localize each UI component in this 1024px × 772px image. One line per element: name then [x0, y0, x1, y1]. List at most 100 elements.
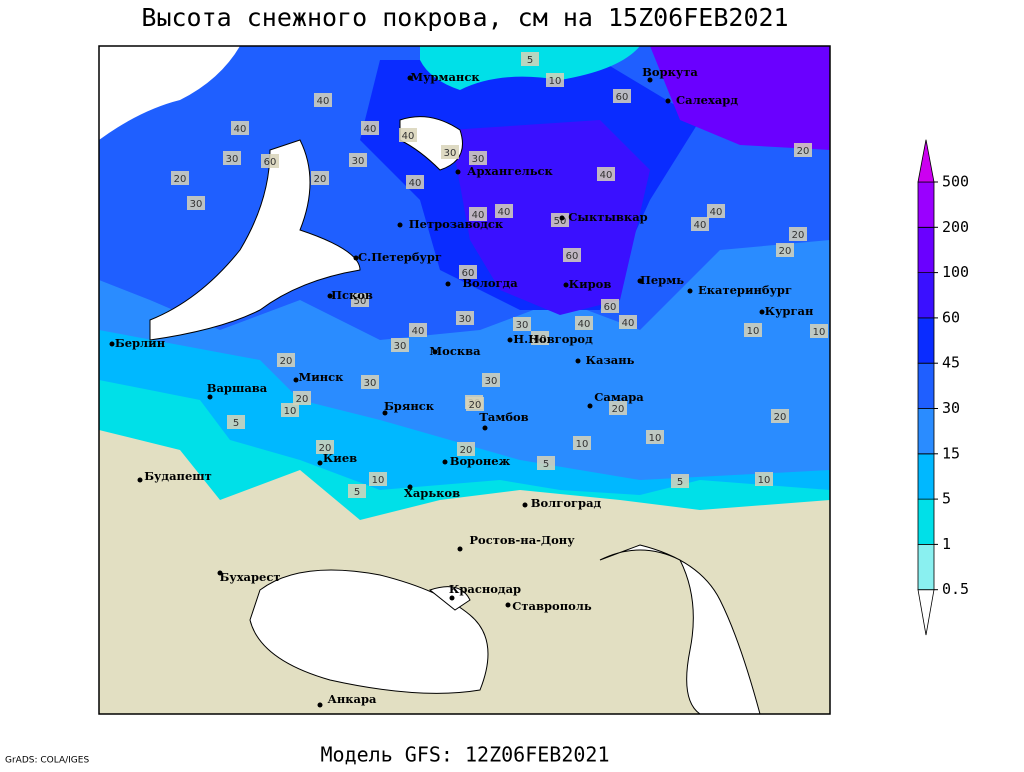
- city-label: Будапешт: [144, 469, 212, 483]
- contour-label: 5: [233, 418, 239, 429]
- city-dot: [559, 215, 565, 221]
- contour-label-box: [810, 324, 828, 338]
- city-dot: [407, 484, 413, 490]
- city-dot: [637, 278, 643, 284]
- contour-label: 50: [554, 216, 567, 227]
- city-dot: [317, 460, 323, 466]
- contour-label-box: [456, 311, 474, 325]
- contour-label-box: [361, 121, 379, 135]
- colorbar-label: 200: [942, 218, 969, 236]
- city-dot: [327, 293, 333, 299]
- contour-label-box: [227, 415, 245, 429]
- contour-label-box: [573, 436, 591, 450]
- contour-label-box: [482, 373, 500, 387]
- barents-coast: [420, 46, 640, 90]
- city-label: Мурманск: [410, 70, 480, 84]
- contour-label: 30: [444, 148, 457, 159]
- city-dot: [217, 570, 223, 576]
- city-label: Харьков: [404, 486, 460, 500]
- contour-label: 10: [758, 475, 771, 486]
- city-dot: [432, 349, 438, 355]
- contour-label-box: [794, 143, 812, 157]
- colorbar-label: 100: [942, 263, 969, 281]
- contour-label: 30: [226, 154, 239, 165]
- colorbar-segment: [917, 589, 935, 636]
- baltic-sea: [149, 139, 361, 341]
- city-dot: [455, 169, 461, 175]
- city-dot: [207, 394, 213, 400]
- contour-label-box: [261, 154, 279, 168]
- contour-label: 20: [314, 174, 327, 185]
- contour-label: 30: [459, 314, 472, 325]
- city-label: Ростов-на-Дону: [469, 533, 575, 547]
- city-label: Салехард: [676, 93, 738, 107]
- city-dot: [442, 459, 448, 465]
- contour-label: 40: [402, 131, 415, 142]
- city-dot: [317, 702, 323, 708]
- city-label: Анкара: [327, 692, 377, 706]
- contour-label-box: [316, 440, 334, 454]
- contour-label-box: [187, 196, 205, 210]
- contour-label-box: [281, 403, 299, 417]
- contour-label: 5: [677, 477, 683, 488]
- city-dot: [382, 410, 388, 416]
- model-label: Модель GFS: 12Z06FEB2021: [321, 743, 610, 767]
- city-label: Краснодар: [449, 582, 521, 596]
- contour-label: 40: [600, 170, 613, 181]
- colorbar-label: 0.5: [942, 580, 969, 598]
- city-dot: [482, 425, 488, 431]
- city-label: Бухарест: [220, 570, 281, 584]
- city-label: Тамбов: [479, 410, 528, 424]
- city-label: Волгоград: [531, 496, 602, 510]
- contour-label-box: [537, 456, 555, 470]
- contour-label-box: [551, 213, 569, 227]
- city-label: Казань: [586, 353, 635, 367]
- city-dot: [575, 358, 581, 364]
- city-label: Минск: [299, 370, 345, 384]
- city-label: Курган: [765, 304, 814, 318]
- contour-label: 60: [616, 92, 629, 103]
- contour-label-box: [691, 217, 709, 231]
- contour-label: 10: [372, 475, 385, 486]
- city-dot: [137, 477, 143, 483]
- contour-label: 40: [472, 210, 485, 221]
- colorbar-label: 15: [942, 444, 960, 462]
- contour-label: 20: [296, 394, 309, 405]
- city-label: Киев: [323, 451, 357, 465]
- colorbar-segment: [917, 226, 935, 273]
- contour-label: 50: [354, 296, 367, 307]
- contour-label: 10: [747, 326, 760, 337]
- contour-label-box: [171, 171, 189, 185]
- city-dot: [665, 98, 671, 104]
- contour-label: 20: [774, 412, 787, 423]
- city-label: Вологда: [462, 276, 518, 290]
- city-dot: [759, 309, 765, 315]
- contour-label: 20: [174, 174, 187, 185]
- contour-label: 30: [485, 376, 498, 387]
- contour-label-box: [776, 243, 794, 257]
- contour-label: 30: [352, 156, 365, 167]
- colorbar-label: 500: [942, 173, 969, 191]
- contour-label-box: [771, 409, 789, 423]
- contour-label-box: [575, 316, 593, 330]
- colorbar-segment: [917, 362, 935, 409]
- contour-label-box: [391, 338, 409, 352]
- contour-label: 30: [190, 199, 203, 210]
- city-label: Варшава: [207, 381, 268, 395]
- contour-label-box: [293, 391, 311, 405]
- contour-label-box: [744, 323, 762, 337]
- colorbar-segment: [917, 544, 935, 591]
- norwegian-sea: [99, 46, 240, 140]
- city-label: Брянск: [384, 399, 435, 413]
- contour-label-box: [609, 401, 627, 415]
- contour-label: 60: [462, 268, 475, 279]
- contour-label-box: [707, 204, 725, 218]
- city-label: Киров: [569, 277, 612, 291]
- contour-label: 40: [412, 326, 425, 337]
- contour-label-box: [457, 442, 475, 456]
- contour-label: 30: [472, 154, 485, 165]
- city-dot: [353, 255, 359, 261]
